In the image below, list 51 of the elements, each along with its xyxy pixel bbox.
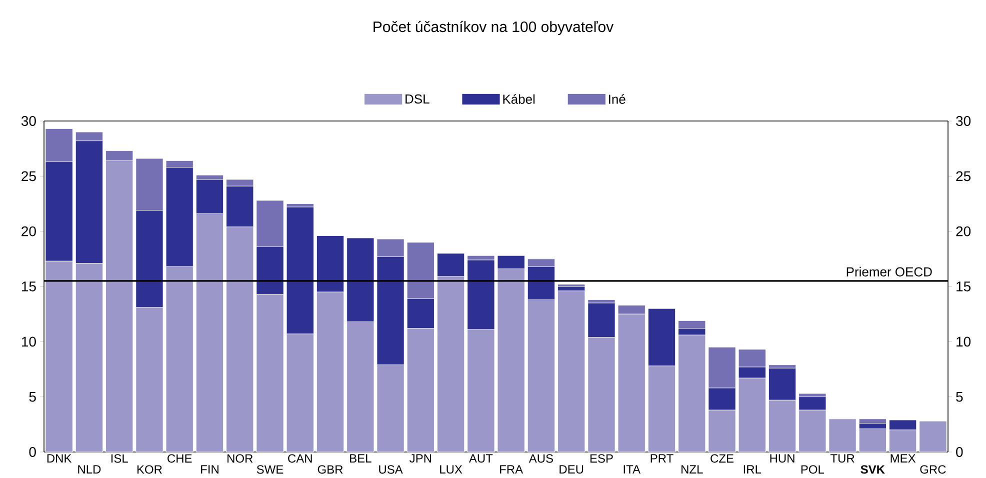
x-tick-label: POL [801, 465, 824, 474]
y2-tick-label: 10 [22, 336, 36, 347]
x-tick-label: DEU [560, 465, 584, 474]
x-tick-label: JPN [410, 454, 432, 463]
x-tick-label: FRA [500, 465, 524, 474]
y-tick-label: 15 [956, 282, 971, 292]
x-tick-label: CAN [288, 454, 312, 463]
y2-tick-label: 5 [29, 392, 36, 402]
x-tick-label: BEL [350, 454, 372, 462]
x-tick-label: AUS [528, 454, 553, 463]
y2-tick-label: 20 [22, 226, 36, 236]
x-tick-label: FIN [201, 465, 218, 474]
x-tick-label: ISL [111, 454, 128, 463]
x-tick-label: KOR [137, 465, 162, 474]
y-tick-label: 20 [956, 226, 971, 236]
x-tick-label: PRT [650, 454, 674, 462]
x-tick-label: NZL [682, 465, 703, 474]
x-tick-label: GBR [318, 465, 343, 474]
x-tick-label: CZE [710, 454, 734, 463]
x-tick-label: DNK [47, 454, 72, 462]
y-tick-label: 0 [956, 447, 963, 457]
y2-tick-label: 0 [29, 447, 36, 457]
legend-label: Iné [609, 94, 626, 104]
x-tick-label: HUN [770, 454, 794, 463]
y-tick-label: 5 [956, 392, 963, 402]
x-tick-label: SVK [860, 465, 885, 474]
x-tick-label: NLD [78, 465, 101, 474]
y2-tick-label: 15 [22, 282, 36, 292]
chart-title: Počet účastníkov na 100 obyvateľov [374, 20, 614, 36]
x-tick-label: SWE [256, 465, 284, 474]
x-tick-label: ITA [624, 465, 640, 474]
legend-label: DSL [406, 94, 430, 104]
bar [828, 418, 856, 452]
legend-label: Kábel [503, 94, 535, 104]
x-tick-label: USA [379, 465, 403, 474]
y-tick-label: 10 [956, 336, 971, 347]
y2-tick-label: 30 [21, 116, 36, 126]
x-tick-label: NOR [228, 454, 253, 463]
y-tick-label: 30 [956, 116, 971, 126]
x-tick-label: ESP [590, 454, 613, 463]
x-tick-label: LUX [440, 465, 462, 474]
x-tick-label: IRL [744, 465, 762, 474]
x-tick-label: CHE [168, 454, 192, 463]
x-tick-label: AUT [468, 454, 493, 463]
bar [919, 420, 947, 452]
ref-line-label: Priemer OECD [846, 266, 932, 276]
x-tick-label: TUR [830, 454, 854, 463]
y-tick-label: 25 [956, 171, 971, 182]
x-tick-label: MEX [890, 454, 916, 462]
x-tick-label: GRC [920, 465, 946, 474]
y2-tick-label: 25 [22, 171, 36, 182]
